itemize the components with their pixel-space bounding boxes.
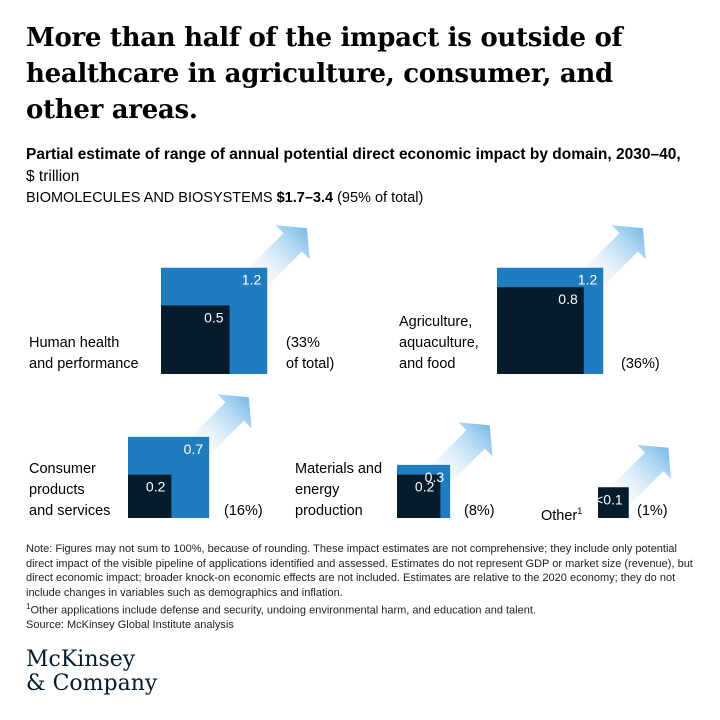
footnote-text: Other applications include defense and s…	[30, 604, 536, 617]
low-bar-other	[598, 487, 629, 518]
other-label-text: Other	[541, 507, 578, 524]
high-value-label-materials: 0.3	[425, 469, 445, 485]
high-value-label-agriculture: 1.2	[578, 272, 598, 288]
low-bar-consumer	[128, 474, 172, 518]
total-label: BIOMOLECULES AND BIOSYSTEMS	[26, 190, 277, 206]
low-value-label-other: <0.1	[595, 491, 623, 507]
chart-subtitle: Partial estimate of range of annual pote…	[26, 144, 686, 188]
subtitle-unit: $ trillion	[26, 168, 80, 185]
share-other: (1%)	[637, 503, 668, 519]
share-agriculture: (36%)	[621, 356, 660, 372]
domain-label-agriculture: Agriculture, aquaculture, and food	[399, 314, 479, 372]
high-value-label-human-health: 1.2	[242, 272, 262, 288]
low-bar-materials	[397, 474, 441, 518]
domain-label-other: Other1	[541, 501, 582, 527]
total-share: (95% of total)	[333, 190, 424, 206]
domain-label-human-health: Human health and performance	[29, 335, 139, 372]
logo-line-2: & Company	[26, 671, 158, 696]
chart-notes: Note: Figures may not sum to 100%, becau…	[26, 542, 698, 633]
share-human-health: (33% of total)	[286, 335, 335, 372]
high-value-label-consumer: 0.7	[184, 441, 204, 457]
logo-line-1: McKinsey	[26, 647, 136, 672]
footnote: 1Other applications include defense and …	[26, 600, 698, 618]
mckinsey-logo: McKinsey & Company	[26, 648, 157, 696]
low-value-label-human-health: 0.5	[204, 309, 224, 325]
share-materials: (8%)	[464, 503, 495, 519]
total-line: BIOMOLECULES AND BIOSYSTEMS $1.7–3.4 (95…	[26, 190, 423, 206]
impact-chart: 1.20.51.20.80.70.20.30.2<0.1	[128, 225, 672, 518]
footnote-mark: 1	[26, 602, 31, 611]
low-bar-human-health	[161, 305, 230, 374]
total-value: $1.7–3.4	[276, 190, 334, 206]
low-value-label-materials: 0.2	[415, 479, 435, 495]
note-text: Note: Figures may not sum to 100%, becau…	[26, 543, 693, 599]
domain-label-consumer: Consumer products and services	[29, 461, 111, 519]
subtitle-text: Partial estimate of range of annual pote…	[26, 146, 681, 163]
domain-label-materials: Materials and energy production	[295, 461, 383, 519]
share-consumer: (16%)	[224, 503, 263, 519]
low-value-label-agriculture: 0.8	[558, 291, 578, 307]
low-bar-agriculture	[497, 287, 584, 374]
source-text: Source: McKinsey Global Institute analys…	[26, 619, 234, 632]
low-value-label-consumer: 0.2	[146, 479, 166, 495]
headline: More than half of the impact is outside …	[26, 23, 623, 125]
other-footnote-mark: 1	[577, 506, 583, 516]
